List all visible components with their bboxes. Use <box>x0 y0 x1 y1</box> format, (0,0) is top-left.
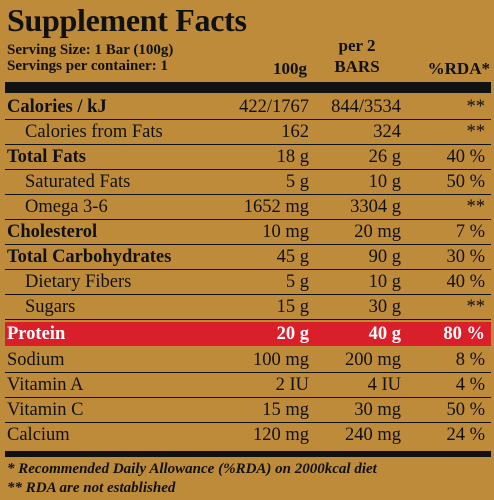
row-label: Dietary Fibers <box>25 272 132 292</box>
serving-size: Serving Size: 1 Bar (100g) <box>7 42 174 58</box>
row-value-rda: ** <box>466 197 486 217</box>
row-label: Cholesterol <box>7 222 98 242</box>
row-divider <box>5 219 491 220</box>
row-divider <box>5 397 491 398</box>
row-label: Omega 3-6 <box>25 197 108 217</box>
row-value-100g: 100 mg <box>252 350 309 370</box>
column-header-rda: %RDA* <box>427 59 490 78</box>
row-value-100g: 10 mg <box>262 222 309 242</box>
table-row: Omega 3-6 1652 mg 3304 g ** <box>5 195 491 220</box>
row-value-rda: 50 % <box>446 172 485 192</box>
table-row: Calcium 120 mg 240 mg 24 % <box>5 423 491 447</box>
row-value-rda: 8 % <box>455 350 485 370</box>
row-divider <box>5 119 491 120</box>
row-value-rda: 40 % <box>446 272 485 292</box>
row-value-100g: 5 g <box>285 172 309 192</box>
row-label: Calories / kJ <box>7 97 107 117</box>
column-header-100g: 100g <box>273 59 307 78</box>
row-value-100g: 15 mg <box>262 400 309 420</box>
row-label: Calories from Fats <box>25 122 163 142</box>
row-value-100g: 1652 mg <box>243 197 309 217</box>
table-row-highlighted: Protein 20 g 40 g 80 % <box>5 322 491 346</box>
row-label: Vitamin C <box>7 400 84 420</box>
row-value-rda: 4 % <box>455 375 485 395</box>
row-value-rda: 30 % <box>446 247 485 267</box>
table-row: Cholesterol 10 mg 20 mg 7 % <box>5 220 491 245</box>
footer-rule <box>5 451 491 457</box>
row-value-per2: 200 mg <box>344 350 401 370</box>
row-value-100g: 120 mg <box>252 425 309 445</box>
row-value-rda: 7 % <box>455 222 485 242</box>
row-value-per2: 90 g <box>368 247 401 267</box>
row-divider <box>5 194 491 195</box>
table-row: Saturated Fats 5 g 10 g 50 % <box>5 170 491 195</box>
row-value-per2: 324 <box>373 122 401 142</box>
table-row: Sodium 100 mg 200 mg 8 % <box>5 348 491 373</box>
footnote-rda: * Recommended Daily Allowance (%RDA) on … <box>7 461 377 477</box>
table-row: Vitamin C 15 mg 30 mg 50 % <box>5 398 491 423</box>
row-label: Saturated Fats <box>25 172 131 192</box>
row-value-100g: 2 IU <box>275 375 309 395</box>
row-value-rda: ** <box>466 97 486 117</box>
row-value-per2: 30 g <box>368 297 401 317</box>
row-value-rda: 50 % <box>446 400 485 420</box>
row-value-per2: 20 mg <box>354 222 401 242</box>
row-value-per2: 240 mg <box>344 425 401 445</box>
column-header-per2-line1: per 2 <box>338 36 376 55</box>
row-value-per2: 40 g <box>368 324 401 344</box>
row-divider <box>5 294 491 295</box>
row-divider <box>5 169 491 170</box>
row-value-per2: 26 g <box>368 147 401 167</box>
row-value-100g: 15 g <box>276 297 309 317</box>
row-label: Vitamin A <box>7 375 84 395</box>
header-rule <box>5 82 491 93</box>
row-value-rda: 40 % <box>446 147 485 167</box>
row-value-100g: 18 g <box>276 147 309 167</box>
footnote-not-established: ** RDA are not established <box>7 480 176 496</box>
table-row: Dietary Fibers 5 g 10 g 40 % <box>5 270 491 295</box>
row-value-100g: 45 g <box>276 247 309 267</box>
panel-title: Supplement Facts <box>7 2 247 38</box>
table-row: Total Fats 18 g 26 g 40 % <box>5 145 491 170</box>
servings-per-container: Servings per container: 1 <box>7 58 168 74</box>
row-value-rda: ** <box>466 122 486 142</box>
table-row: Total Carbohydrates 45 g 90 g 30 % <box>5 245 491 270</box>
row-value-per2: 4 IU <box>367 375 401 395</box>
row-value-100g: 20 g <box>276 324 309 344</box>
row-value-per2: 30 mg <box>354 400 401 420</box>
row-divider <box>5 372 491 373</box>
row-label: Total Fats <box>7 147 86 167</box>
row-label: Protein <box>7 324 66 344</box>
table-row: Vitamin A 2 IU 4 IU 4 % <box>5 373 491 398</box>
row-value-per2: 10 g <box>368 272 401 292</box>
row-value-rda: 24 % <box>446 425 485 445</box>
row-value-rda: 80 % <box>443 324 485 344</box>
table-row: Calories / kJ 422/1767 844/3534 ** <box>5 95 491 120</box>
row-label: Calcium <box>7 425 70 445</box>
table-row: Sugars 15 g 30 g ** <box>5 295 491 320</box>
row-value-100g: 162 <box>281 122 309 142</box>
row-divider <box>5 244 491 245</box>
column-header-per2-line2: BARS <box>334 57 380 76</box>
row-label: Sodium <box>7 350 65 370</box>
row-value-100g: 5 g <box>285 272 309 292</box>
row-value-100g: 422/1767 <box>239 97 309 117</box>
row-label: Total Carbohydrates <box>7 247 172 267</box>
row-divider <box>5 422 491 423</box>
row-value-per2: 10 g <box>368 172 401 192</box>
row-value-per2: 844/3534 <box>331 97 401 117</box>
table-row: Calories from Fats 162 324 ** <box>5 120 491 145</box>
row-value-rda: ** <box>466 297 486 317</box>
row-divider <box>5 319 491 320</box>
row-label: Sugars <box>25 297 76 317</box>
row-value-per2: 3304 g <box>350 197 401 217</box>
row-divider <box>5 269 491 270</box>
row-divider <box>5 144 491 145</box>
